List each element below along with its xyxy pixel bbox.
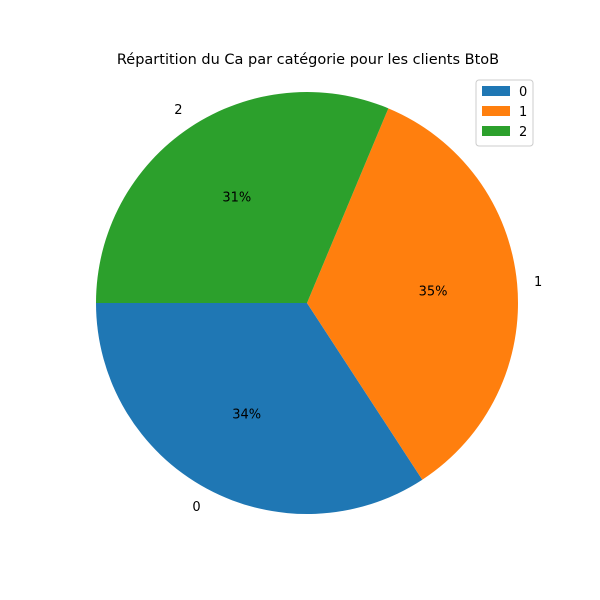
slice-category-label-2: 2 <box>174 103 182 118</box>
legend-label-0: 0 <box>519 85 527 100</box>
chart-title: Répartition du Ca par catégorie pour les… <box>117 52 499 68</box>
legend-swatch-1 <box>482 106 510 116</box>
slice-percent-label-0: 34% <box>232 407 261 422</box>
pie-slices <box>96 92 518 515</box>
legend-label-1: 1 <box>519 105 527 120</box>
slice-percent-label-2: 31% <box>222 191 251 206</box>
slice-percent-label-1: 35% <box>419 285 448 300</box>
pie-slice-1 <box>307 108 518 480</box>
legend-swatch-0 <box>482 86 510 96</box>
slice-category-label-0: 0 <box>192 500 200 515</box>
legend-swatch-2 <box>482 126 510 136</box>
pie-slice-0 <box>96 303 423 515</box>
legend-label-2: 2 <box>519 125 527 140</box>
pie-slice-2 <box>96 92 389 303</box>
legend: 0 1 2 <box>475 79 534 147</box>
pie-labels: 0 34% 1 35% 2 31% <box>174 103 542 515</box>
slice-category-label-1: 1 <box>534 275 542 290</box>
